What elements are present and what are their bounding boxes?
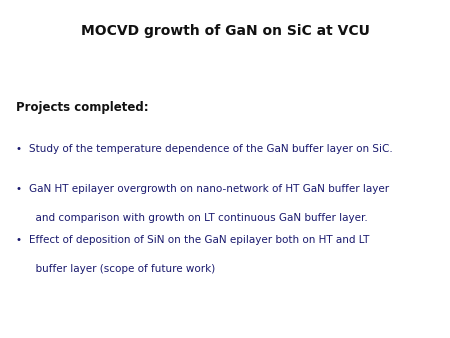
Text: Projects completed:: Projects completed: (16, 101, 149, 114)
Text: Effect of deposition of SiN on the GaN epilayer both on HT and LT: Effect of deposition of SiN on the GaN e… (29, 235, 369, 245)
Text: Study of the temperature dependence of the GaN buffer layer on SiC.: Study of the temperature dependence of t… (29, 144, 393, 154)
Text: •: • (16, 184, 22, 194)
Text: buffer layer (scope of future work): buffer layer (scope of future work) (29, 264, 216, 274)
Text: GaN HT epilayer overgrowth on nano-network of HT GaN buffer layer: GaN HT epilayer overgrowth on nano-netwo… (29, 184, 389, 194)
Text: MOCVD growth of GaN on SiC at VCU: MOCVD growth of GaN on SiC at VCU (81, 24, 369, 38)
Text: •: • (16, 144, 22, 154)
Text: and comparison with growth on LT continuous GaN buffer layer.: and comparison with growth on LT continu… (29, 213, 368, 223)
Text: •: • (16, 235, 22, 245)
